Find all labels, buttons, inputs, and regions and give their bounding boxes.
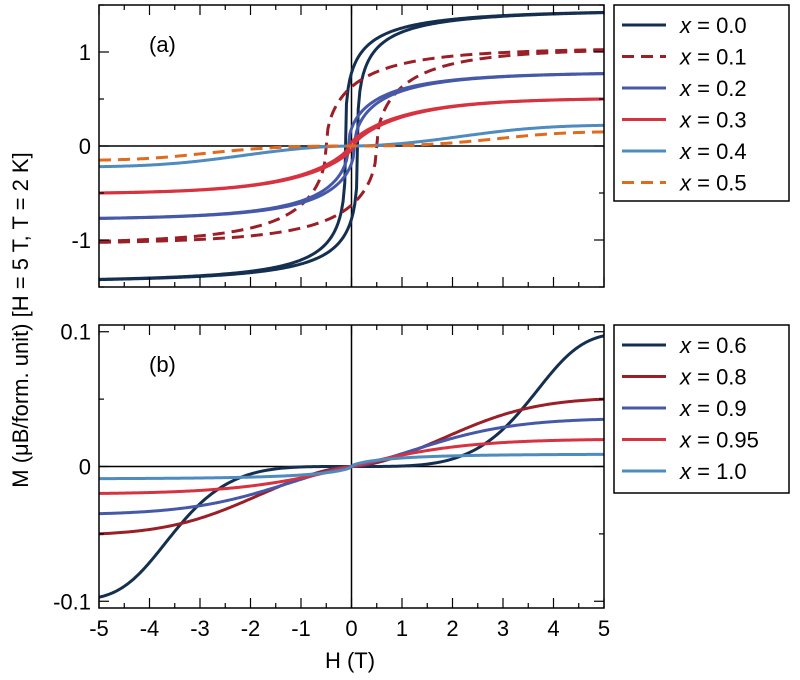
legend-label-value: = 0.1 bbox=[691, 45, 747, 70]
series-line-0.0 bbox=[99, 11, 604, 282]
x-tick-label: 1 bbox=[396, 616, 408, 641]
legend-label-var: x bbox=[679, 108, 692, 133]
legend-box bbox=[613, 4, 790, 202]
legend-label-var: x bbox=[679, 139, 692, 164]
legend-label-var: x bbox=[679, 365, 692, 390]
legend-item: x = 0.5 bbox=[622, 171, 747, 196]
series-line-0.2 bbox=[99, 72, 604, 220]
panel-b-chart: -5 -4 -3 -2 -1 0 1 2 3 4 5 0.1 0 -0.1 (b) bbox=[53, 320, 610, 641]
legend-item: x = 0.0 bbox=[622, 13, 747, 38]
panel-label: (b) bbox=[149, 352, 176, 377]
y-tick-label: -0.1 bbox=[53, 589, 91, 614]
legend-label-var: x bbox=[679, 76, 692, 101]
x-tick-label: -1 bbox=[291, 616, 311, 641]
legend-item: x = 1.0 bbox=[622, 459, 747, 484]
series-group bbox=[99, 334, 604, 599]
legend-label: x = 0.4 bbox=[679, 139, 747, 164]
legend-label: x = 0.6 bbox=[679, 333, 747, 358]
legend-label-value: = 0.8 bbox=[691, 365, 747, 390]
x-tick-label: 5 bbox=[598, 616, 610, 641]
panel-label: (a) bbox=[149, 32, 176, 57]
series-line-0.1 bbox=[99, 49, 604, 244]
legend-panel-b: x = 0.6x = 0.8x = 0.9x = 0.95x = 1.0 bbox=[613, 324, 790, 494]
x-tick-label: 2 bbox=[446, 616, 458, 641]
series-line-1.0 bbox=[99, 452, 604, 481]
legend-label: x = 0.8 bbox=[679, 365, 747, 390]
x-tick-label: -3 bbox=[190, 616, 210, 641]
panel-a-chart: 1 0 -1 (a) bbox=[71, 4, 605, 288]
series-line-0.3 bbox=[99, 97, 604, 195]
series-group bbox=[99, 10, 604, 282]
legend-label-value: = 0.3 bbox=[691, 108, 747, 133]
legend-item: x = 0.9 bbox=[622, 396, 747, 421]
legend-item: x = 0.4 bbox=[622, 139, 747, 164]
x-axis-label: H (T) bbox=[325, 648, 375, 673]
series-line-0.5 bbox=[99, 130, 604, 162]
legend-label-var: x bbox=[679, 333, 692, 358]
y-tick-label: 0 bbox=[79, 455, 91, 480]
legend-label-value: = 0.0 bbox=[691, 13, 747, 38]
legend-label: x = 0.95 bbox=[679, 428, 759, 453]
legend-label-value: = 0.95 bbox=[691, 428, 759, 453]
legend-label-value: = 0.9 bbox=[691, 396, 747, 421]
legend-item: x = 0.95 bbox=[622, 428, 759, 453]
legend-label-value: = 0.5 bbox=[691, 171, 747, 196]
x-tick-label: -2 bbox=[241, 616, 261, 641]
legend-label: x = 0.2 bbox=[679, 76, 747, 101]
legend-label: x = 1.0 bbox=[679, 459, 747, 484]
legend-label-var: x bbox=[679, 171, 692, 196]
x-tick-label: 4 bbox=[547, 616, 559, 641]
y-tick-label: 1 bbox=[79, 40, 91, 65]
legend-label-value: = 0.6 bbox=[691, 333, 747, 358]
y-tick-label: 0 bbox=[79, 134, 91, 159]
y-axis-label: M (μB/form. unit) [H = 5 T, T = 2 K] bbox=[8, 152, 33, 487]
y-tick-label: 0.1 bbox=[60, 320, 91, 345]
legend-item: x = 0.3 bbox=[622, 108, 747, 133]
legend-label-var: x bbox=[679, 396, 692, 421]
series-line-0.1 bbox=[99, 48, 604, 243]
legend-label-value: = 0.4 bbox=[691, 139, 747, 164]
legend-item: x = 0.6 bbox=[622, 333, 747, 358]
legend-label: x = 0.9 bbox=[679, 396, 747, 421]
legend-label: x = 0.3 bbox=[679, 108, 747, 133]
legend-box bbox=[613, 324, 790, 494]
legend-label-var: x bbox=[679, 45, 692, 70]
x-tick-label: 3 bbox=[497, 616, 509, 641]
legend-item: x = 0.1 bbox=[622, 45, 747, 70]
legend-label: x = 0.0 bbox=[679, 13, 747, 38]
x-tick-label: -4 bbox=[140, 616, 160, 641]
legend-label: x = 0.1 bbox=[679, 45, 747, 70]
legend-label-var: x bbox=[679, 459, 692, 484]
legend-label-value: = 1.0 bbox=[691, 459, 747, 484]
y-tick-label: -1 bbox=[71, 228, 91, 253]
legend-item: x = 0.2 bbox=[622, 76, 747, 101]
legend-label-value: = 0.2 bbox=[691, 76, 747, 101]
legend-item: x = 0.8 bbox=[622, 365, 747, 390]
x-tick-label: 0 bbox=[345, 616, 357, 641]
legend-label: x = 0.5 bbox=[679, 171, 747, 196]
x-tick-label: -5 bbox=[89, 616, 109, 641]
legend-label-var: x bbox=[679, 428, 692, 453]
legend-panel-a: x = 0.0x = 0.1x = 0.2x = 0.3x = 0.4x = 0… bbox=[613, 4, 790, 202]
legend-label-var: x bbox=[679, 13, 692, 38]
